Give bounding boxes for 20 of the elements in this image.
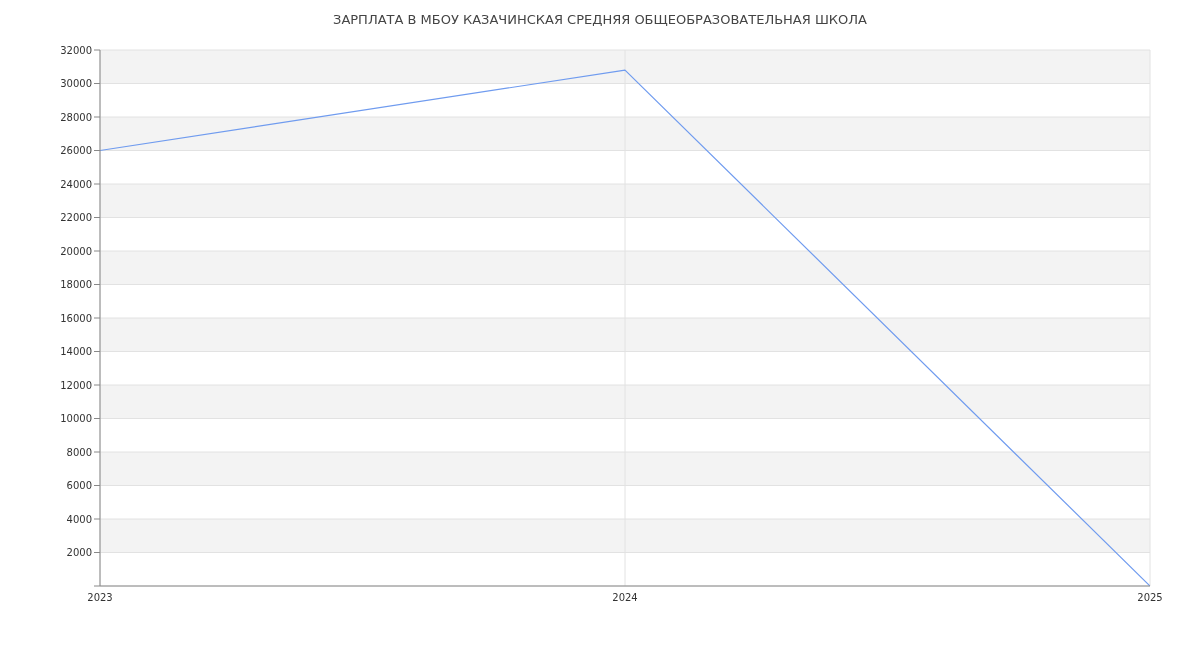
x-tick-label: 2024 — [612, 592, 638, 604]
y-tick-label: 28000 — [60, 111, 92, 123]
y-tick-label: 14000 — [60, 346, 92, 358]
chart-title: ЗАРПЛАТА В МБОУ КАЗАЧИНСКАЯ СРЕДНЯЯ ОБЩЕОБРАЗОВАТЕЛЬНАЯ ШКОЛА — [332, 12, 868, 27]
y-tick-label: 2000 — [66, 547, 92, 559]
y-tick-label: 24000 — [60, 178, 92, 190]
y-tick-label: 20000 — [60, 245, 92, 257]
y-tick-label: 4000 — [66, 513, 92, 525]
y-tick-label: 8000 — [66, 446, 92, 458]
y-tick-label: 10000 — [60, 413, 92, 425]
x-tick-label: 2025 — [1137, 592, 1163, 604]
y-tick-label: 32000 — [60, 44, 92, 56]
y-tick-label: 26000 — [60, 145, 92, 157]
y-tick-label: 22000 — [60, 212, 92, 224]
x-tick-label: 2023 — [87, 592, 113, 604]
y-tick-label: 18000 — [60, 279, 92, 291]
y-tick-label: 12000 — [60, 379, 92, 391]
y-tick-label: 30000 — [60, 78, 92, 90]
y-tick-label: 6000 — [66, 480, 92, 492]
y-tick-label: 16000 — [60, 312, 92, 324]
